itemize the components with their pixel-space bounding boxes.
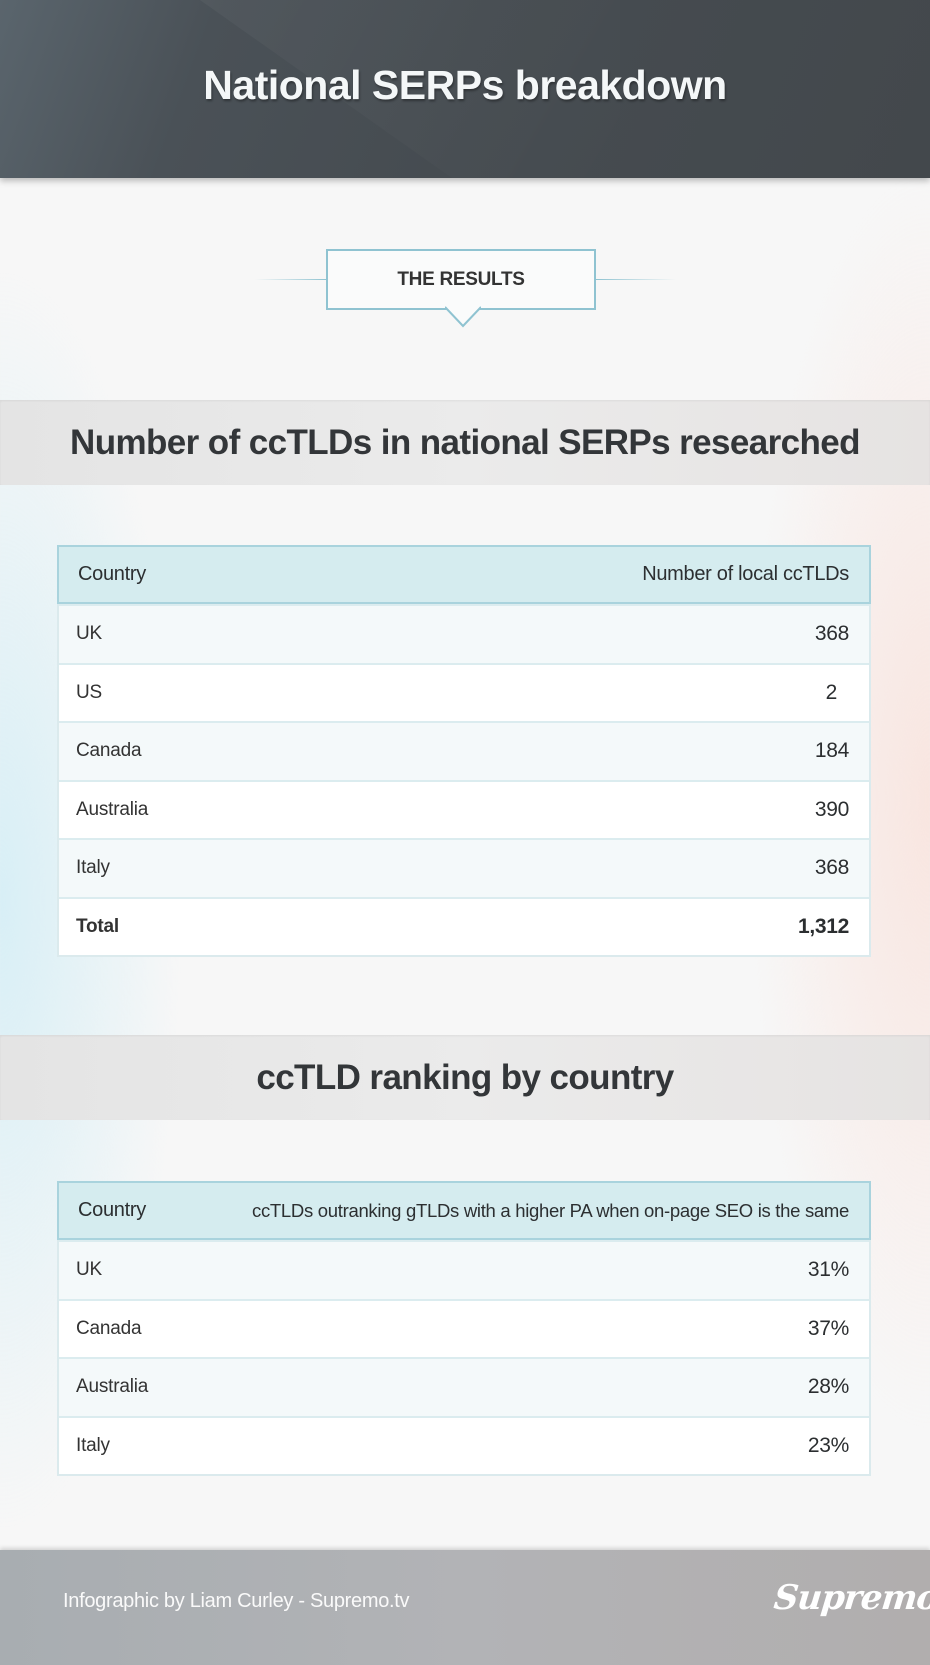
cell-country: Australia [76,798,149,820]
table-header: Country ccTLDs outranking gTLDs with a h… [57,1181,871,1240]
table-row: Italy 368 [59,838,869,897]
column-header-country: Country [78,1199,146,1221]
table-row: UK 31% [59,1240,869,1299]
cell-value: 368 [814,622,849,646]
total-value: 1,312 [797,914,849,938]
divider-line-left [255,279,327,280]
cctld-ranking-table: Country ccTLDs outranking gTLDs with a h… [57,1181,871,1476]
cell-country: Canada [76,740,142,762]
table-row: UK 368 [59,604,869,663]
section-band-cctld-count: Number of ccTLDs in national SERPs resea… [0,400,930,485]
results-label: THE RESULTS [397,268,525,290]
cell-value: 2 [825,680,838,704]
footer-credit: Infographic by Liam Curley - Supremo.tv [63,1590,410,1612]
table-row: Canada 184 [59,721,869,780]
cell-country: Australia [76,1376,149,1398]
cell-value: 31% [807,1258,849,1282]
cell-country: Italy [76,1434,110,1456]
pointer-down-icon [445,306,481,328]
divider-line-right [596,279,676,280]
column-header-count: Number of local ccTLDs [642,563,849,585]
page-header: National SERPs breakdown [0,0,930,178]
table-row: Italy 23% [59,1415,869,1475]
cell-value: 23% [807,1433,849,1457]
results-box: THE RESULTS [326,249,596,310]
cell-country: UK [76,623,102,645]
cell-value: 368 [814,856,849,880]
section-title: Number of ccTLDs in national SERPs resea… [70,422,861,462]
cell-country: US [76,681,102,703]
table-row: Canada 37% [59,1298,869,1358]
table-header: Country Number of local ccTLDs [57,545,871,604]
table-row: Australia 390 [59,779,869,839]
cell-value: 184 [814,739,849,763]
section-band-ranking: ccTLD ranking by country [0,1035,930,1120]
cell-country: UK [76,1259,102,1281]
column-header-country: Country [78,563,146,585]
column-header-outranking: ccTLDs outranking gTLDs with a higher PA… [252,1199,849,1221]
table-row-total: Total 1,312 [59,896,869,956]
supremo-logo: Supremo [771,1578,930,1618]
section-title: ccTLD ranking by country [256,1057,674,1097]
cctld-count-table: Country Number of local ccTLDs UK 368 US… [57,545,871,957]
page-footer: Infographic by Liam Curley - Supremo.tv … [0,1550,930,1665]
cell-value: 28% [807,1375,849,1399]
results-badge: THE RESULTS [0,249,930,333]
table-row: Australia 28% [59,1357,869,1416]
cell-country: Canada [76,1317,142,1339]
cell-country: Italy [76,857,110,879]
total-label: Total [76,915,119,937]
cell-value: 390 [814,797,849,821]
table-row: US 2 [59,662,869,722]
page-title: National SERPs breakdown [203,61,727,108]
cell-value: 37% [807,1316,849,1340]
